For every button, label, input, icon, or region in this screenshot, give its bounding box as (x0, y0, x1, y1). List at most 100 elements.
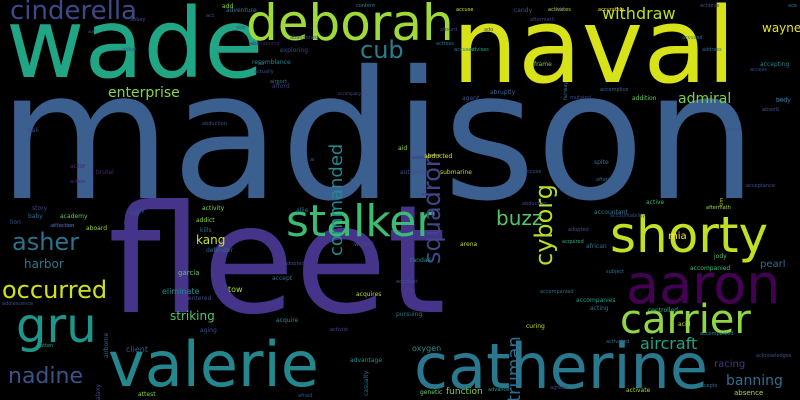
word-ado: ado (484, 27, 494, 33)
word-brutal: brutal (96, 169, 114, 176)
word-striking: striking (170, 309, 215, 323)
word-side: side (554, 7, 565, 13)
word-deborah: deborah (246, 0, 454, 52)
word-content: content (356, 3, 376, 9)
word-accompanied: accompanied (690, 265, 731, 272)
word-afford: afford (272, 83, 290, 90)
word-acquires: acquires (356, 291, 382, 298)
word-tow: tow (228, 285, 243, 294)
word-valerie: valerie (108, 328, 319, 400)
word-aging: aging (200, 327, 217, 334)
word-pearl: pearl (760, 259, 786, 270)
word-nadine: nadine (8, 364, 83, 389)
word-accused2: accused (682, 35, 703, 41)
word-aggy: aggy (130, 207, 145, 214)
word-actress: actress (436, 41, 455, 47)
word-accused: accused (454, 47, 475, 53)
word-catherine: catherine (414, 330, 708, 400)
word-activates: activates (548, 7, 571, 13)
word-african: african (586, 243, 607, 250)
word-fleet: fleet (108, 174, 446, 348)
word-asher: asher (12, 228, 80, 256)
word-agent: agent (462, 95, 480, 102)
word-atten: atten (40, 343, 54, 349)
word-kang: kang (196, 233, 226, 247)
word-advises: advises (470, 47, 489, 53)
word-casualty: casualty (363, 370, 370, 396)
word-controlled: controlled (648, 307, 678, 314)
word-accompanying: accompanying (338, 91, 368, 96)
word-acting: acting (590, 305, 609, 312)
word-mia: mia (668, 231, 687, 242)
word-defender: defender (206, 247, 234, 254)
word-tim: tim (719, 197, 725, 206)
word-body: body (776, 97, 791, 104)
word-accountant: accountant (594, 209, 628, 216)
word-attraction: attraction (50, 223, 75, 229)
word-stalker: stalker (286, 196, 435, 247)
word-activated: activated (606, 339, 630, 345)
word-actually: actually (254, 69, 274, 75)
word-cinderella: cinderella (10, 0, 137, 26)
word-pursuing: pursuing (396, 311, 423, 318)
word-frame: frame (534, 61, 552, 68)
word-candy: candy (514, 7, 533, 14)
word-enterprise: enterprise (108, 85, 180, 101)
word-agreed: agreed (550, 385, 568, 391)
word-accuse2: accuse (524, 169, 542, 175)
word-acquired: acquired (562, 239, 584, 245)
word-acknowledges: acknowledges (756, 353, 792, 359)
word-accompanied3: accompanied (540, 289, 574, 295)
word-abandoned: abandoned (290, 35, 319, 41)
word-activist: activist (330, 327, 349, 333)
word-harbor: harbor (24, 257, 64, 271)
word-aftermath: aftermath (530, 17, 555, 23)
word-navy: navy (776, 97, 789, 103)
word-activity: activity (202, 205, 225, 212)
word-access: access (750, 67, 767, 73)
word-mutated: mutated (570, 95, 592, 101)
word-activate: activate (626, 387, 651, 394)
word-aircraft: aircraft (640, 334, 698, 353)
word-advantage: advantage (350, 357, 383, 364)
word-jody: jody (714, 253, 727, 260)
word-abduction2: abduction (202, 121, 227, 127)
word-abruptly: abruptly (490, 89, 516, 96)
word-entered: entered (188, 295, 212, 302)
word-curing: curing (526, 323, 545, 330)
word-absurd: absurd (440, 27, 458, 33)
word-story: story (32, 205, 48, 212)
word-buzz: buzz (496, 206, 543, 230)
word-aboard: aboard (86, 225, 108, 232)
word-abdul: abdul (726, 127, 740, 133)
word-resemblance: resemblance (252, 59, 291, 66)
word-randall: randall (410, 257, 431, 264)
word-wade: wade (6, 0, 264, 100)
word-affection: affection (52, 223, 74, 229)
word-banning: banning (726, 373, 783, 389)
word-gru: gru (16, 298, 97, 354)
word-wayne: wayne (762, 21, 800, 35)
word-accepts: accepts (698, 383, 718, 389)
word-submarine: submarine (440, 169, 472, 176)
word-actor: actor (70, 163, 86, 170)
word-fairway: fairway (563, 81, 569, 100)
word-racing: racing (714, 359, 746, 370)
word-accountabil: accountability (610, 213, 646, 219)
word-ace: ace (788, 3, 797, 9)
word-advance: advance (488, 387, 510, 393)
word-aside: aside (412, 155, 426, 161)
word-adolescence: adolescence (2, 301, 34, 307)
word-spite: spite (594, 159, 609, 166)
word-active: active (646, 199, 665, 206)
word-accept: accept (272, 275, 293, 282)
word-shorty: shorty (610, 206, 769, 264)
word-carrier: carrier (620, 297, 751, 343)
word-accuse: accuse (456, 7, 474, 13)
word-attest: attest (138, 391, 156, 398)
word-abb: abb (236, 25, 246, 31)
word-acceptance: acceptance (746, 183, 775, 189)
word-authority: authority (400, 169, 428, 176)
word-hali: hali (28, 127, 39, 134)
